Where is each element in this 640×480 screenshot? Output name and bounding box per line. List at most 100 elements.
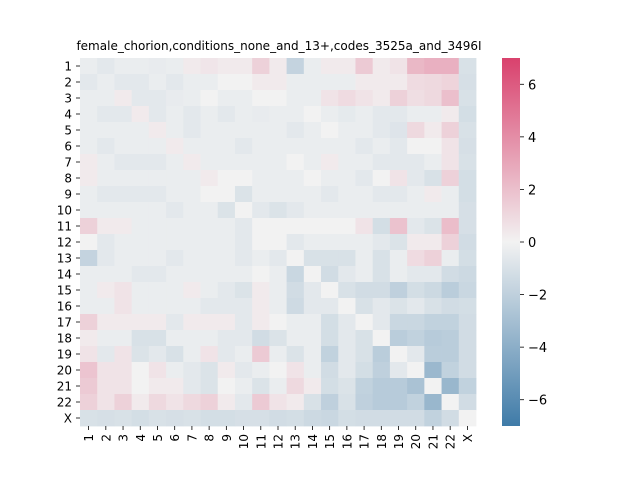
heatmap-cell: [286, 170, 305, 187]
heatmap-cell: [424, 154, 442, 171]
heatmap-cell: [338, 218, 356, 235]
heatmap-cell: [97, 394, 115, 411]
heatmap-cell: [234, 154, 253, 171]
heatmap-cell: [80, 58, 98, 75]
x-tick-label: 10: [237, 434, 251, 449]
heatmap-cell: [407, 58, 425, 75]
heatmap-cell: [200, 298, 219, 315]
heatmap-cell: [338, 394, 356, 411]
heatmap-cell: [355, 106, 374, 123]
heatmap-cell: [407, 330, 425, 347]
heatmap-cell: [303, 90, 322, 107]
heatmap-cell: [338, 266, 356, 283]
heatmap-cell: [338, 250, 356, 267]
heatmap-cell: [338, 330, 356, 347]
heatmap-cell: [183, 90, 201, 107]
heatmap-cell: [148, 234, 167, 251]
heatmap-cell: [166, 394, 184, 411]
heatmap-cell: [338, 410, 356, 427]
heatmap-cell: [441, 282, 460, 299]
heatmap-cell: [303, 106, 322, 123]
heatmap-cell: [200, 58, 219, 75]
heatmap-cell: [200, 218, 219, 235]
heatmap-cell: [441, 122, 460, 139]
heatmap-cell: [458, 186, 477, 203]
heatmap-cell: [321, 282, 339, 299]
heatmap-cell: [80, 74, 98, 91]
heatmap-cell: [458, 250, 477, 267]
heatmap-cell: [217, 170, 236, 187]
heatmap-cell: [80, 186, 98, 203]
heatmap-cell: [303, 266, 322, 283]
y-tick-label: 2: [64, 76, 72, 90]
heatmap-cell: [441, 394, 460, 411]
heatmap-cell: [269, 314, 288, 331]
heatmap-cell: [389, 362, 408, 379]
x-tick-label: 14: [306, 434, 320, 449]
x-tick-label: 6: [168, 434, 182, 442]
heatmap-cell: [166, 266, 184, 283]
x-tick-label: 19: [392, 434, 406, 449]
heatmap-cell: [407, 362, 425, 379]
heatmap-cell: [389, 106, 408, 123]
heatmap-cell: [389, 250, 408, 267]
heatmap-cell: [321, 58, 339, 75]
heatmap-cell: [286, 218, 305, 235]
heatmap-cell: [166, 186, 184, 203]
heatmap-cell: [131, 362, 150, 379]
heatmap-cell: [355, 250, 374, 267]
heatmap-cell: [97, 266, 115, 283]
heatmap-cell: [80, 346, 98, 363]
y-tick-label: 20: [57, 364, 72, 378]
heatmap-cell: [252, 106, 270, 123]
heatmap-cell: [407, 378, 425, 395]
heatmap-cell: [183, 218, 201, 235]
heatmap-cell: [321, 394, 339, 411]
heatmap-cell: [389, 234, 408, 251]
heatmap-cell: [424, 250, 442, 267]
heatmap-cell: [97, 90, 115, 107]
heatmap-cell: [148, 250, 167, 267]
heatmap-cell: [338, 378, 356, 395]
heatmap-cell: [217, 266, 236, 283]
heatmap-cell: [372, 378, 391, 395]
heatmap-cell: [372, 362, 391, 379]
heatmap-cell: [217, 74, 236, 91]
heatmap-cell: [148, 138, 167, 155]
heatmap-cell: [200, 90, 219, 107]
heatmap-cell: [183, 106, 201, 123]
heatmap-cell: [458, 410, 477, 427]
heatmap-cell: [338, 234, 356, 251]
heatmap-cell: [321, 266, 339, 283]
heatmap-cell: [131, 250, 150, 267]
heatmap-cell: [252, 410, 270, 427]
heatmap-cell: [166, 74, 184, 91]
heatmap-cell: [80, 282, 98, 299]
heatmap-cell: [286, 154, 305, 171]
y-tick-label: 7: [64, 156, 72, 170]
heatmap-cell: [389, 138, 408, 155]
heatmap-cell: [407, 138, 425, 155]
heatmap-cell: [131, 138, 150, 155]
colorbar-tick-label: 2: [528, 183, 536, 198]
heatmap-cell: [97, 58, 115, 75]
heatmap-cell: [458, 138, 477, 155]
heatmap-cell: [372, 106, 391, 123]
y-tick-label: 16: [57, 300, 72, 314]
heatmap-cell: [321, 186, 339, 203]
heatmap-cell: [183, 378, 201, 395]
heatmap-cell: [114, 298, 133, 315]
heatmap-cell: [131, 394, 150, 411]
heatmap-cell: [407, 410, 425, 427]
heatmap-cell: [321, 74, 339, 91]
heatmap-cell: [183, 202, 201, 219]
heatmap-cell: [424, 58, 442, 75]
heatmap-cell: [389, 218, 408, 235]
x-tick-label: 12: [272, 434, 286, 449]
heatmap-cell: [234, 250, 253, 267]
heatmap-cell: [252, 394, 270, 411]
heatmap-cell: [166, 106, 184, 123]
colorbar-gradient: [502, 58, 520, 426]
heatmap-cell: [286, 314, 305, 331]
heatmap-cell: [424, 266, 442, 283]
